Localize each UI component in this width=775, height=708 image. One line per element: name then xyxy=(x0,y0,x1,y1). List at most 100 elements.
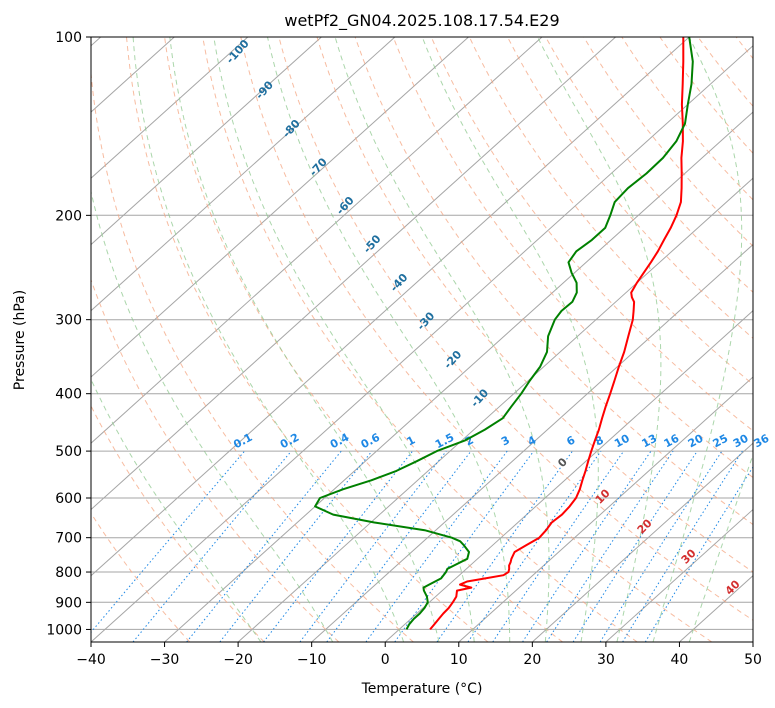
y-tick-label: 800 xyxy=(55,565,82,581)
x-tick-label: −40 xyxy=(76,652,106,668)
chart-title: wetPf2_GN04.2025.108.17.54.E29 xyxy=(284,11,559,31)
isotherm-line xyxy=(384,310,753,642)
dry-adiabat-label: -50 xyxy=(361,232,384,256)
x-tick-label: −20 xyxy=(223,652,253,668)
mixing-ratio-label: 3 xyxy=(499,433,512,448)
mixing-ratio-label: 0.4 xyxy=(328,431,352,452)
x-axis-label: Temperature (°C) xyxy=(361,681,483,697)
dry-adiabat-line xyxy=(659,37,753,154)
moist-adiabat-label: 30 xyxy=(679,546,699,566)
dry-adiabat-line xyxy=(91,68,414,642)
mixing-ratio-line xyxy=(299,450,447,642)
isotherm-line xyxy=(458,376,753,642)
dry-adiabat-line xyxy=(354,37,753,526)
mixing-ratio-line xyxy=(91,450,245,634)
moist-adiabat-line xyxy=(537,37,662,642)
moist-adiabat-label: 40 xyxy=(723,577,743,597)
isotherm-line xyxy=(91,37,543,444)
x-tick-label: 0 xyxy=(381,652,390,668)
isotherm-line xyxy=(91,37,469,378)
mixing-ratio-line xyxy=(622,450,743,642)
dry-adiabat-line xyxy=(91,404,265,642)
mixing-ratio-label: 13 xyxy=(640,432,660,451)
moist-adiabat-line xyxy=(267,37,511,642)
dry-adiabat-line xyxy=(468,37,753,386)
isotherm-line xyxy=(752,641,753,642)
dry-adiabat-line xyxy=(91,512,191,642)
mixing-ratio-label: 0.2 xyxy=(278,431,301,452)
dry-adiabat-line xyxy=(126,37,489,642)
moist-adiabat-line xyxy=(652,37,743,642)
mixing-ratio-label: 4 xyxy=(526,433,539,448)
isotherm-line xyxy=(605,508,753,642)
x-tick-label: 10 xyxy=(450,652,468,668)
dry-adiabat-label: -10 xyxy=(468,386,491,410)
mixing-ratio-label: 30 xyxy=(731,432,751,451)
mixing-ratio-label: 20 xyxy=(686,432,706,451)
x-tick-label: 20 xyxy=(523,652,541,668)
dry-adiabat-line xyxy=(697,37,753,107)
y-tick-label: 100 xyxy=(55,30,82,46)
dry-adiabat-line xyxy=(735,37,753,60)
y-axis-label: Pressure (hPa) xyxy=(12,290,28,390)
moist-adiabat-line xyxy=(91,378,262,642)
moist-adiabat-line xyxy=(169,37,440,642)
dry-adiabat-line xyxy=(392,37,753,479)
moist-adiabat-line xyxy=(132,37,405,642)
dry-adiabat-line xyxy=(164,37,563,642)
y-tick-label: 500 xyxy=(55,444,82,460)
mixing-ratio-line xyxy=(365,450,508,642)
x-axis: −40 −30 −20 −10 0 10 20 30 40 50 xyxy=(76,642,762,668)
isotherm-line xyxy=(164,111,753,642)
x-tick-label: 50 xyxy=(744,652,762,668)
dry-adiabat-line xyxy=(240,37,713,642)
moist-adiabat-label: 0 xyxy=(555,455,570,470)
mixing-ratio-line xyxy=(186,450,342,642)
y-tick-label: 700 xyxy=(55,531,82,547)
mixing-ratio-line xyxy=(219,450,373,642)
moist-adiabat-line xyxy=(688,453,753,642)
y-tick-label: 600 xyxy=(55,491,82,507)
mixing-ratio-line xyxy=(644,466,753,642)
temperature-profile xyxy=(429,37,685,631)
dry-adiabat-line xyxy=(202,37,638,642)
mixing-ratio-line xyxy=(467,450,602,642)
dry-adiabat-label: -30 xyxy=(414,309,437,333)
y-tick-label: 400 xyxy=(55,387,82,403)
isotherm-line xyxy=(91,45,753,642)
y-tick-label: 900 xyxy=(55,595,82,611)
mixing-ratio-label: 16 xyxy=(662,432,682,451)
mixing-ratio-label: 6 xyxy=(564,433,577,448)
mixing-ratio-label: 25 xyxy=(711,432,731,451)
moist-adiabat-label: 20 xyxy=(635,516,655,536)
dry-adiabat-line xyxy=(91,278,340,642)
y-tick-label: 200 xyxy=(55,208,82,224)
profiles xyxy=(314,37,694,631)
moist-adiabat-line xyxy=(91,189,334,642)
plot-frame xyxy=(90,36,754,643)
mixing-ratio-line xyxy=(132,450,292,642)
isotherm-line xyxy=(91,37,690,577)
isotherm-line xyxy=(91,37,322,246)
dry-adiabat-line xyxy=(430,37,753,432)
moist-adiabat-line xyxy=(213,37,475,642)
moist-adiabat-line xyxy=(421,37,599,642)
dry-adiabat-label: -60 xyxy=(334,194,357,218)
background-lines xyxy=(91,37,753,642)
dry-adiabat-line xyxy=(545,37,753,293)
isotherm-line xyxy=(91,37,249,179)
y-axis: 100 200 300 400 500 600 700 800 900 1000 xyxy=(46,30,91,638)
mixing-ratio-label: 36 xyxy=(752,432,772,451)
dry-adiabat-line xyxy=(583,37,753,247)
y-tick-label: 300 xyxy=(55,313,82,329)
isotherm-line xyxy=(531,442,753,642)
isotherm-line xyxy=(91,37,396,312)
isotherm-line xyxy=(237,177,753,642)
moist-adiabat-label: 10 xyxy=(593,486,613,506)
dry-adiabat-line xyxy=(621,37,753,201)
mixing-ratio-line xyxy=(492,450,625,642)
mixing-ratio-line xyxy=(436,450,573,642)
y-tick-label: 1000 xyxy=(46,622,82,638)
x-tick-label: 40 xyxy=(671,652,689,668)
moist-adiabat-line xyxy=(334,37,550,642)
